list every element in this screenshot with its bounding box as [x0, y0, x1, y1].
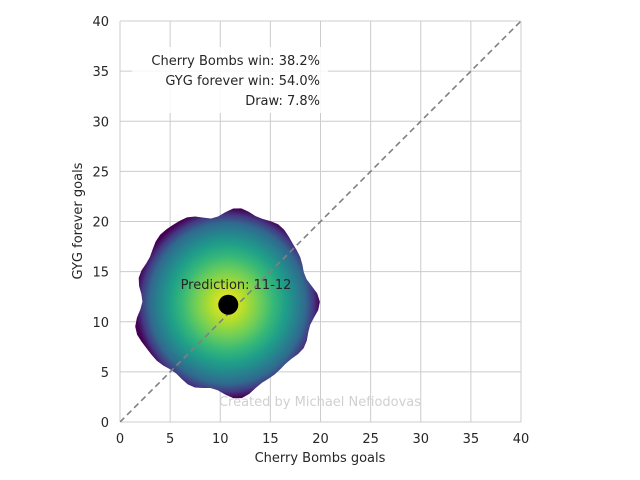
probability-box: Cherry Bombs win: 38.2% GYG forever win:… — [132, 47, 328, 113]
x-tick-label: 0 — [116, 432, 124, 447]
x-tick-label: 30 — [412, 432, 429, 447]
x-tick-label: 40 — [513, 432, 530, 447]
y-tick-label: 5 — [101, 366, 109, 381]
x-tick-label: 20 — [312, 432, 329, 447]
x-tick-label: 25 — [362, 432, 379, 447]
probability-box-background — [132, 47, 328, 113]
y-tick-label: 30 — [92, 115, 109, 130]
y-axis-ticks: 0 5 10 15 20 25 30 35 40 — [92, 15, 109, 431]
prediction-label: Prediction: 11-12 — [181, 278, 292, 293]
y-tick-label: 0 — [101, 416, 109, 431]
credit-watermark: Created by Michael Nefiodovas — [219, 395, 421, 410]
x-tick-label: 10 — [212, 432, 229, 447]
y-tick-label: 25 — [92, 165, 109, 180]
y-tick-label: 10 — [92, 316, 109, 331]
gyg-forever-win-probability: GYG forever win: 54.0% — [165, 74, 320, 89]
draw-probability: Draw: 7.8% — [245, 94, 320, 109]
y-tick-label: 15 — [92, 266, 109, 281]
equal-goals-diagonal — [120, 21, 521, 422]
x-axis-ticks: 0 5 10 15 20 25 30 35 40 — [116, 432, 529, 447]
x-tick-label: 5 — [166, 432, 174, 447]
y-tick-label: 20 — [92, 216, 109, 231]
y-tick-label: 35 — [92, 65, 109, 80]
y-axis-label: GYG forever goals — [71, 162, 86, 279]
x-axis-label: Cherry Bombs goals — [255, 451, 386, 466]
x-tick-label: 35 — [463, 432, 480, 447]
prediction-point — [218, 294, 239, 315]
x-tick-label: 15 — [262, 432, 279, 447]
y-tick-label: 40 — [92, 15, 109, 30]
cherry-bombs-win-probability: Cherry Bombs win: 38.2% — [151, 54, 320, 69]
